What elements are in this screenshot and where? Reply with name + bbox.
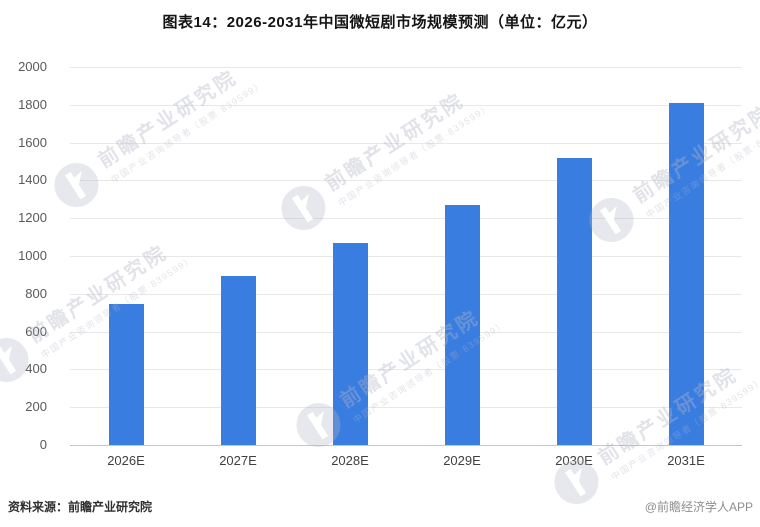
bar-2030E [556, 157, 592, 445]
gridline [70, 218, 742, 220]
x-tick-label-2029E: 2029E [443, 453, 481, 468]
y-tick-label-2000: 2000 [18, 59, 47, 74]
credit-label: @前瞻经济学人APP [644, 500, 753, 514]
y-tick-label-1000: 1000 [18, 248, 47, 263]
x-axis-labels: 2026E 2027E 2028E 2029E 2030E 2031E [70, 452, 742, 472]
y-tick-label-1400: 1400 [18, 172, 47, 188]
gridline [70, 293, 742, 295]
plot-area [70, 67, 742, 446]
y-tick-label-1600: 1600 [18, 134, 47, 150]
y-tick-label-200: 200 [25, 399, 47, 415]
bar-2027E [220, 275, 256, 445]
gridline [70, 331, 742, 333]
x-axis-line [70, 445, 742, 446]
gridline [70, 104, 742, 106]
gridline [70, 67, 742, 68]
y-tick-label-1800: 1800 [18, 96, 47, 112]
x-tick-label-2027E: 2027E [219, 453, 257, 468]
gridline [70, 369, 742, 371]
x-tick-label-2026E: 2026E [107, 453, 145, 468]
bar-2028E [332, 242, 368, 445]
x-tick-label-2028E: 2028E [331, 453, 369, 468]
y-tick-label-1200: 1200 [18, 210, 47, 226]
y-tick-label-600: 600 [25, 323, 47, 339]
x-tick-label-2030E: 2030E [555, 453, 593, 468]
gridline [70, 180, 742, 182]
bar-2029E [444, 204, 480, 445]
y-tick-label-400: 400 [25, 361, 47, 377]
gridline [70, 256, 742, 257]
bar-2026E [108, 304, 144, 445]
data-source-label: 资料来源：前瞻产业研究院 [8, 500, 153, 514]
y-tick-label-800: 800 [25, 285, 47, 301]
chart-title: 图表14：2026-2031年中国微短剧市场规模预测（单位：亿元） [162, 14, 598, 31]
gridline [70, 407, 742, 409]
bar-2031E [668, 102, 704, 445]
y-axis-labels: 2000 1800 1600 1400 1200 1000 800 600 400 200 0 [0, 59, 57, 452]
gridline [70, 142, 742, 144]
x-tick-label-2031E: 2031E [667, 453, 705, 468]
y-tick-label-0: 0 [39, 437, 47, 452]
